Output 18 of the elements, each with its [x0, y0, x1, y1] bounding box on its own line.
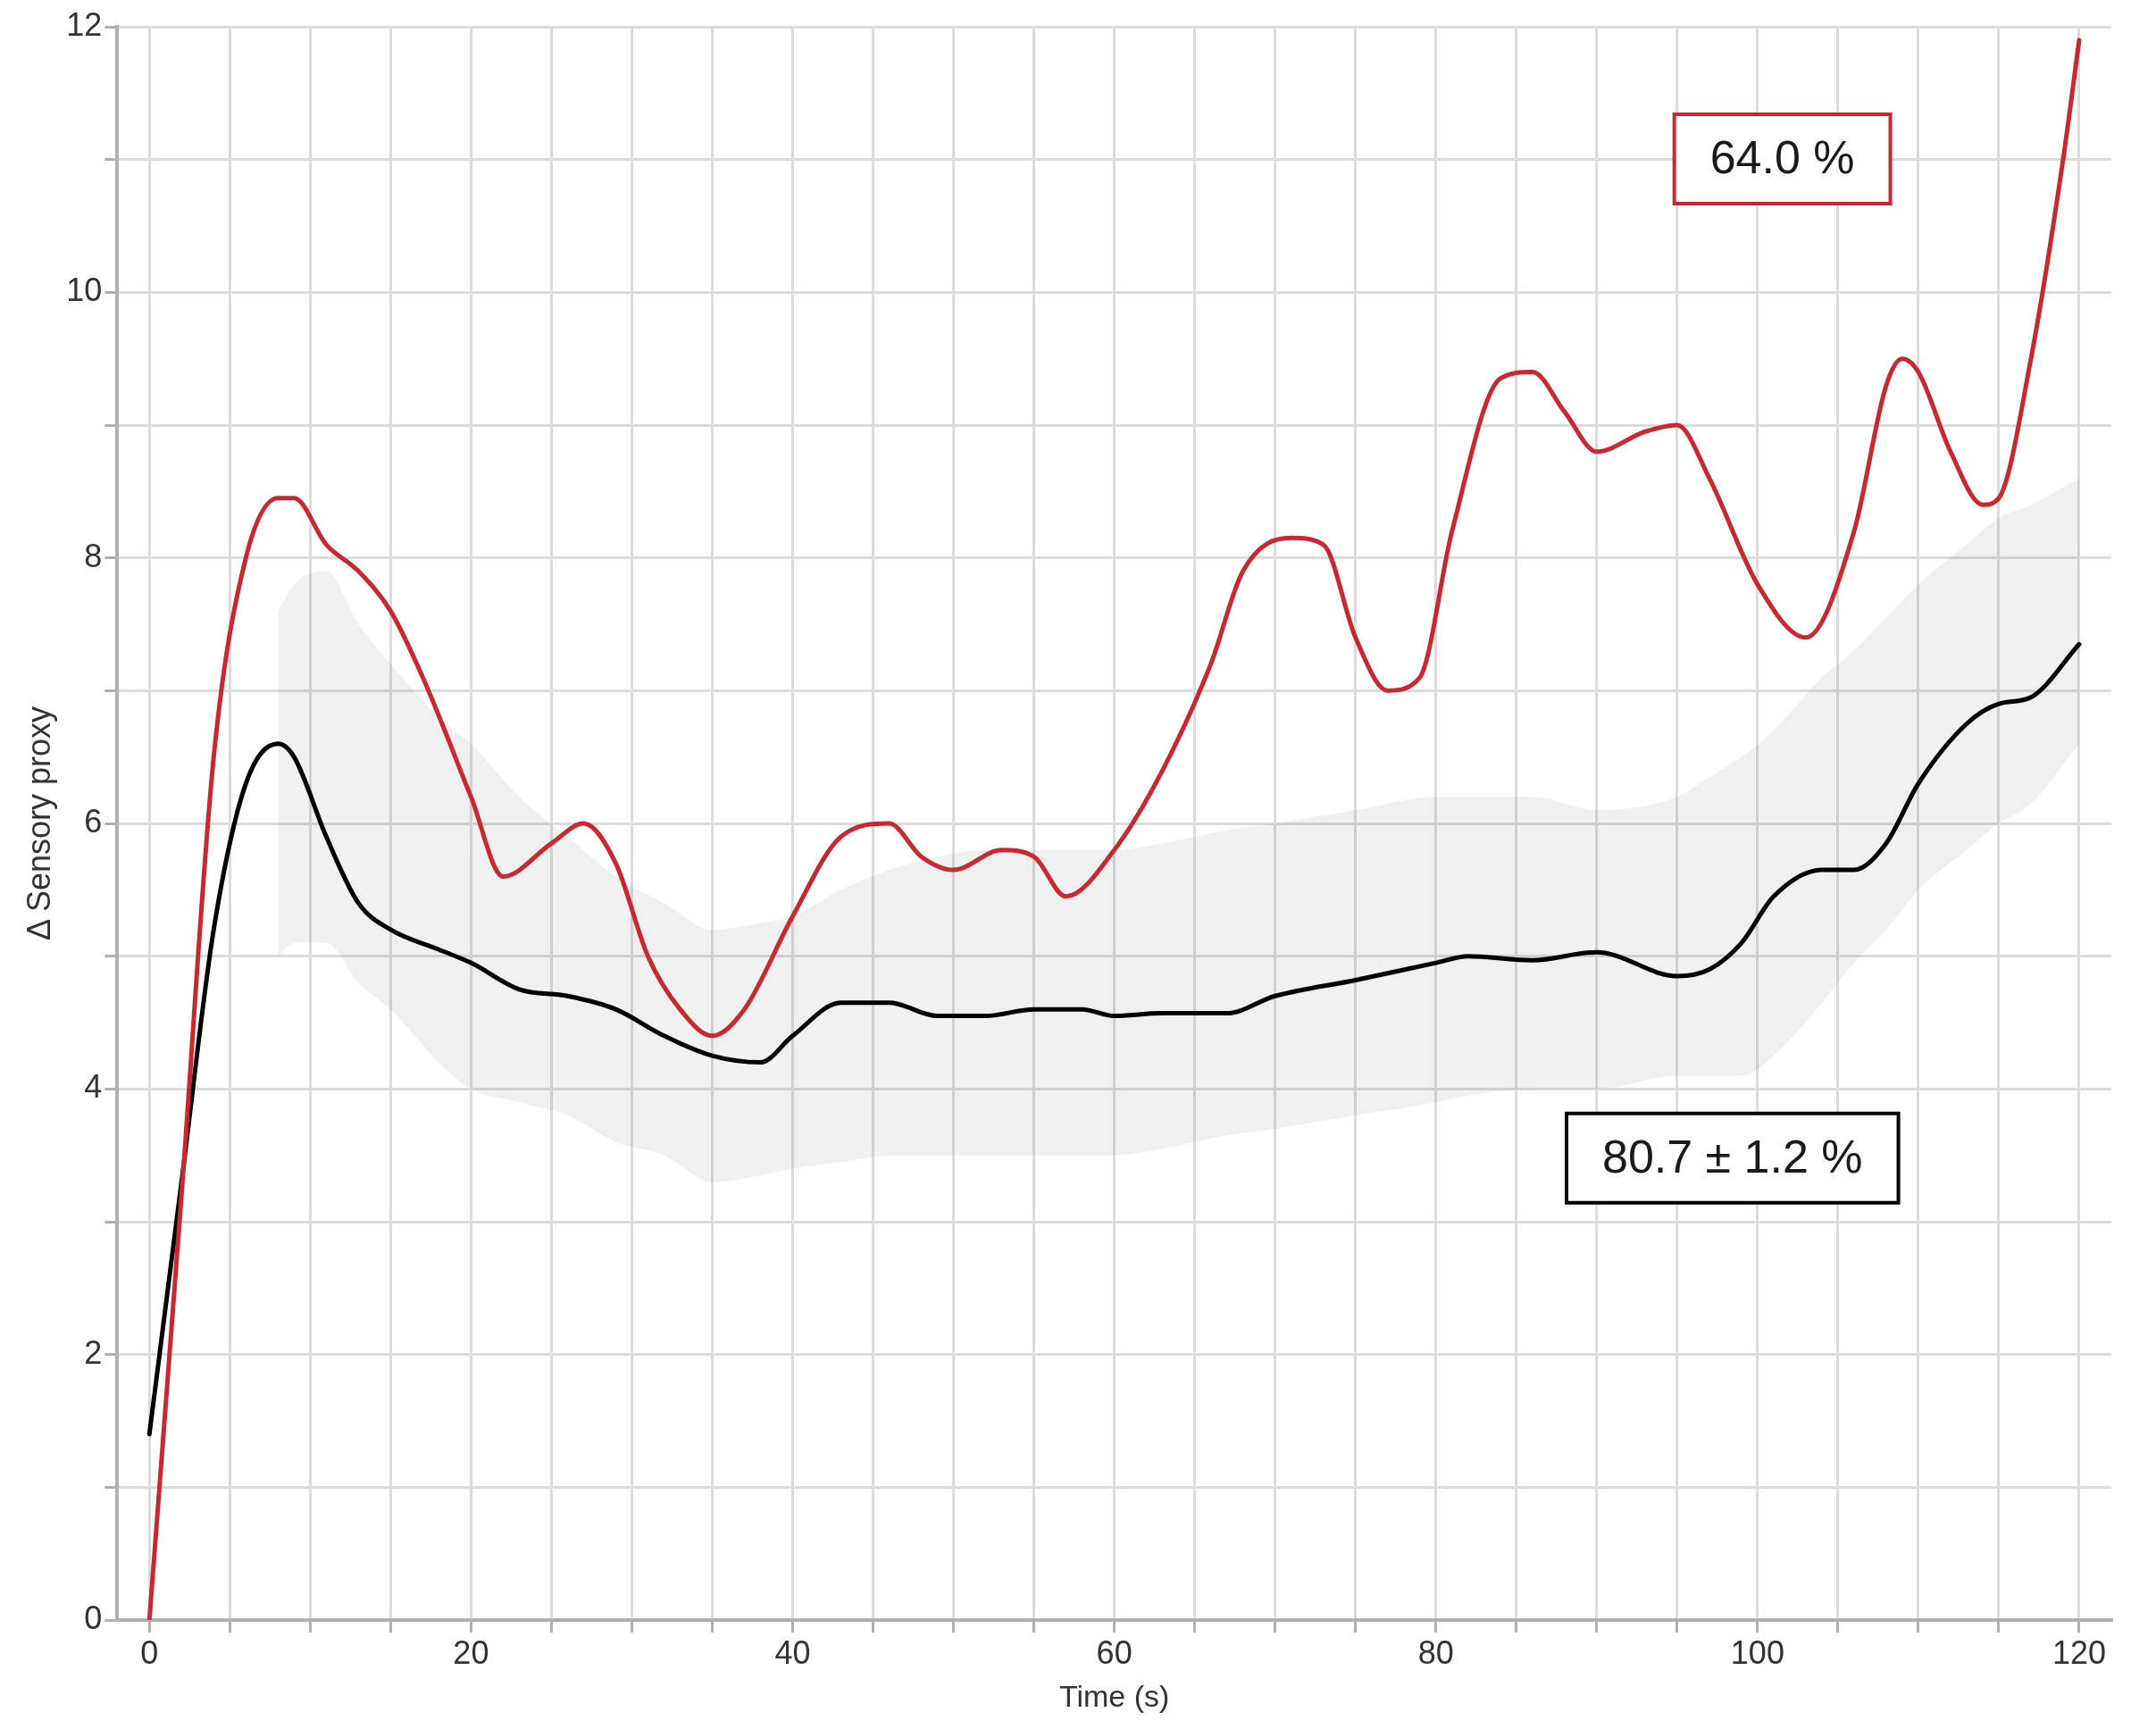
- x-tick-label: 120: [2052, 1633, 2107, 1671]
- y-tick-label: 4: [84, 1068, 103, 1106]
- x-tick-label: 80: [1417, 1633, 1454, 1671]
- annotation: 80.7 ± 1.2 %: [1601, 1130, 1863, 1182]
- x-tick-label: 60: [1096, 1633, 1132, 1671]
- x-tick-label: 100: [1730, 1633, 1784, 1671]
- y-tick-label: 12: [66, 5, 103, 43]
- annotation: 64.0 %: [1709, 131, 1855, 184]
- y-axis-title: Δ Sensory proxy: [20, 706, 57, 941]
- x-axis-title: Time (s): [1058, 1678, 1170, 1713]
- x-tick-label: 0: [140, 1633, 159, 1671]
- y-tick-label: 8: [84, 537, 103, 574]
- x-tick-label: 20: [453, 1633, 489, 1671]
- y-tick-label: 0: [84, 1599, 103, 1636]
- y-tick-label: 2: [84, 1333, 103, 1371]
- y-tick-label: 6: [84, 802, 103, 839]
- y-tick-label: 10: [66, 271, 103, 309]
- x-tick-label: 40: [774, 1633, 811, 1671]
